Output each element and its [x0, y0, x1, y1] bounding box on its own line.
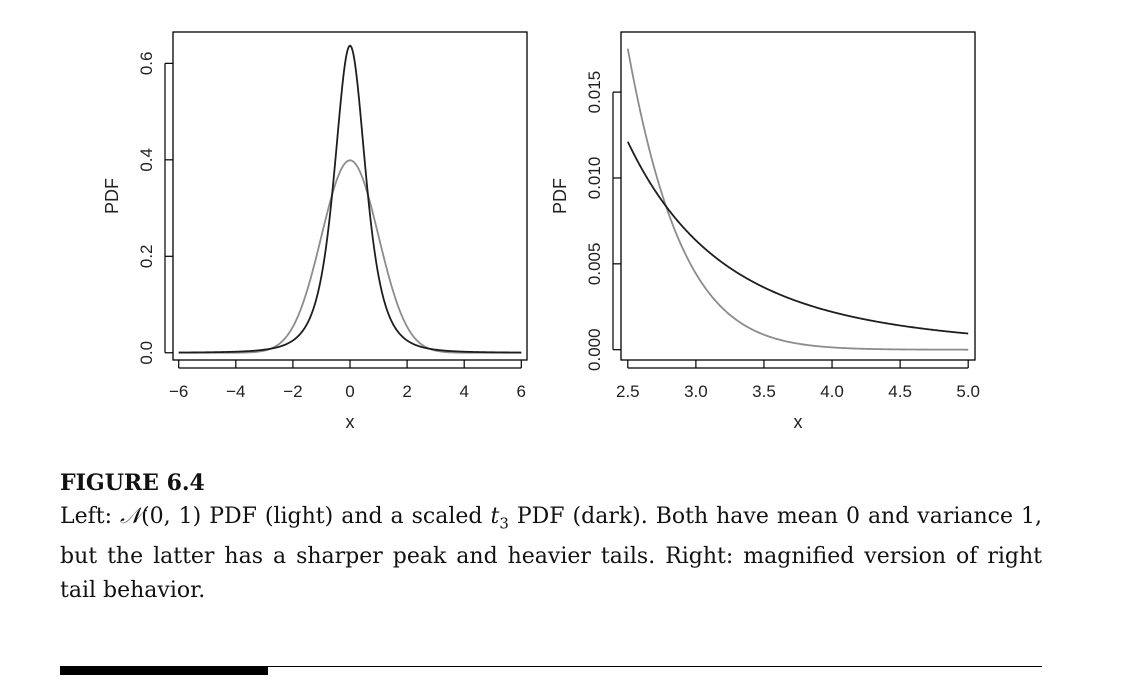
y-tick-label: 0.010 [585, 157, 604, 200]
y-tick-label: 0.2 [137, 244, 156, 268]
footer-rule [60, 666, 1042, 667]
x-axis-label: x [346, 412, 355, 432]
caption-body: Left: 𝒩(0, 1) PDF (light) and a scaled t… [60, 500, 1042, 608]
y-tick-label: 0.005 [585, 243, 604, 286]
x-tick-label: 4.0 [820, 382, 844, 401]
y-tick-label: 0.000 [585, 328, 604, 371]
x-tick-label: −4 [226, 382, 245, 401]
caption-title: FIGURE 6.4 [60, 470, 205, 496]
caption-text-2: PDF (light) and a scaled [201, 504, 491, 529]
caption-t-subscript: 3 [499, 514, 509, 533]
figure-caption: FIGURE 6.4 Left: 𝒩(0, 1) PDF (light) and… [60, 466, 1042, 608]
right-panel: 2.5 3.0 3.5 4.0 4.5 5.0 0.000 0.005 0.010 0.015 x P… [550, 31, 980, 432]
y-axis-label: PDF [102, 178, 122, 214]
x-tick-label: 2 [402, 382, 411, 401]
y-tick-label: 0.4 [137, 148, 156, 172]
x-tick-label: 4 [459, 382, 468, 401]
x-tick-label: 3.5 [752, 382, 776, 401]
y-tick-label: 0.015 [585, 71, 604, 114]
figure: −6 −4 −2 0 2 4 6 0.0 0.2 0.4 0.6 x PDF 2.5 3.0 3.5 4.0 4… [102, 31, 980, 432]
x-tick-label: 4.5 [888, 382, 912, 401]
x-tick-label: 3.0 [684, 382, 708, 401]
caption-normal-symbol: 𝒩 [120, 504, 142, 529]
x-tick-label: 0 [345, 382, 354, 401]
series-line [626, 141, 969, 335]
caption-t-letter: t [490, 504, 500, 529]
y-tick-label: 0.6 [137, 52, 156, 76]
caption-text-1: Left: [60, 504, 121, 529]
x-tick-label: 2.5 [616, 382, 640, 401]
caption-normal-args: (0, 1) [141, 504, 202, 529]
y-axis-label: PDF [550, 178, 570, 214]
footer-rule-bar [60, 667, 268, 675]
x-tick-label: −2 [283, 382, 302, 401]
series-line [178, 159, 522, 354]
x-tick-label: 5.0 [956, 382, 980, 401]
caption-text-3: PDF (dark). Both have mean 0 and varianc… [60, 504, 1042, 604]
x-axis-label: x [794, 412, 803, 432]
plot-frame [620, 31, 976, 361]
series-line [178, 44, 522, 354]
y-tick-label: 0.0 [137, 341, 156, 365]
series-line [626, 48, 969, 351]
x-tick-label: 6 [517, 382, 526, 401]
plot-frame [172, 31, 528, 361]
left-panel: −6 −4 −2 0 2 4 6 0.0 0.2 0.4 0.6 x PDF [102, 31, 528, 432]
x-tick-label: −6 [169, 382, 188, 401]
